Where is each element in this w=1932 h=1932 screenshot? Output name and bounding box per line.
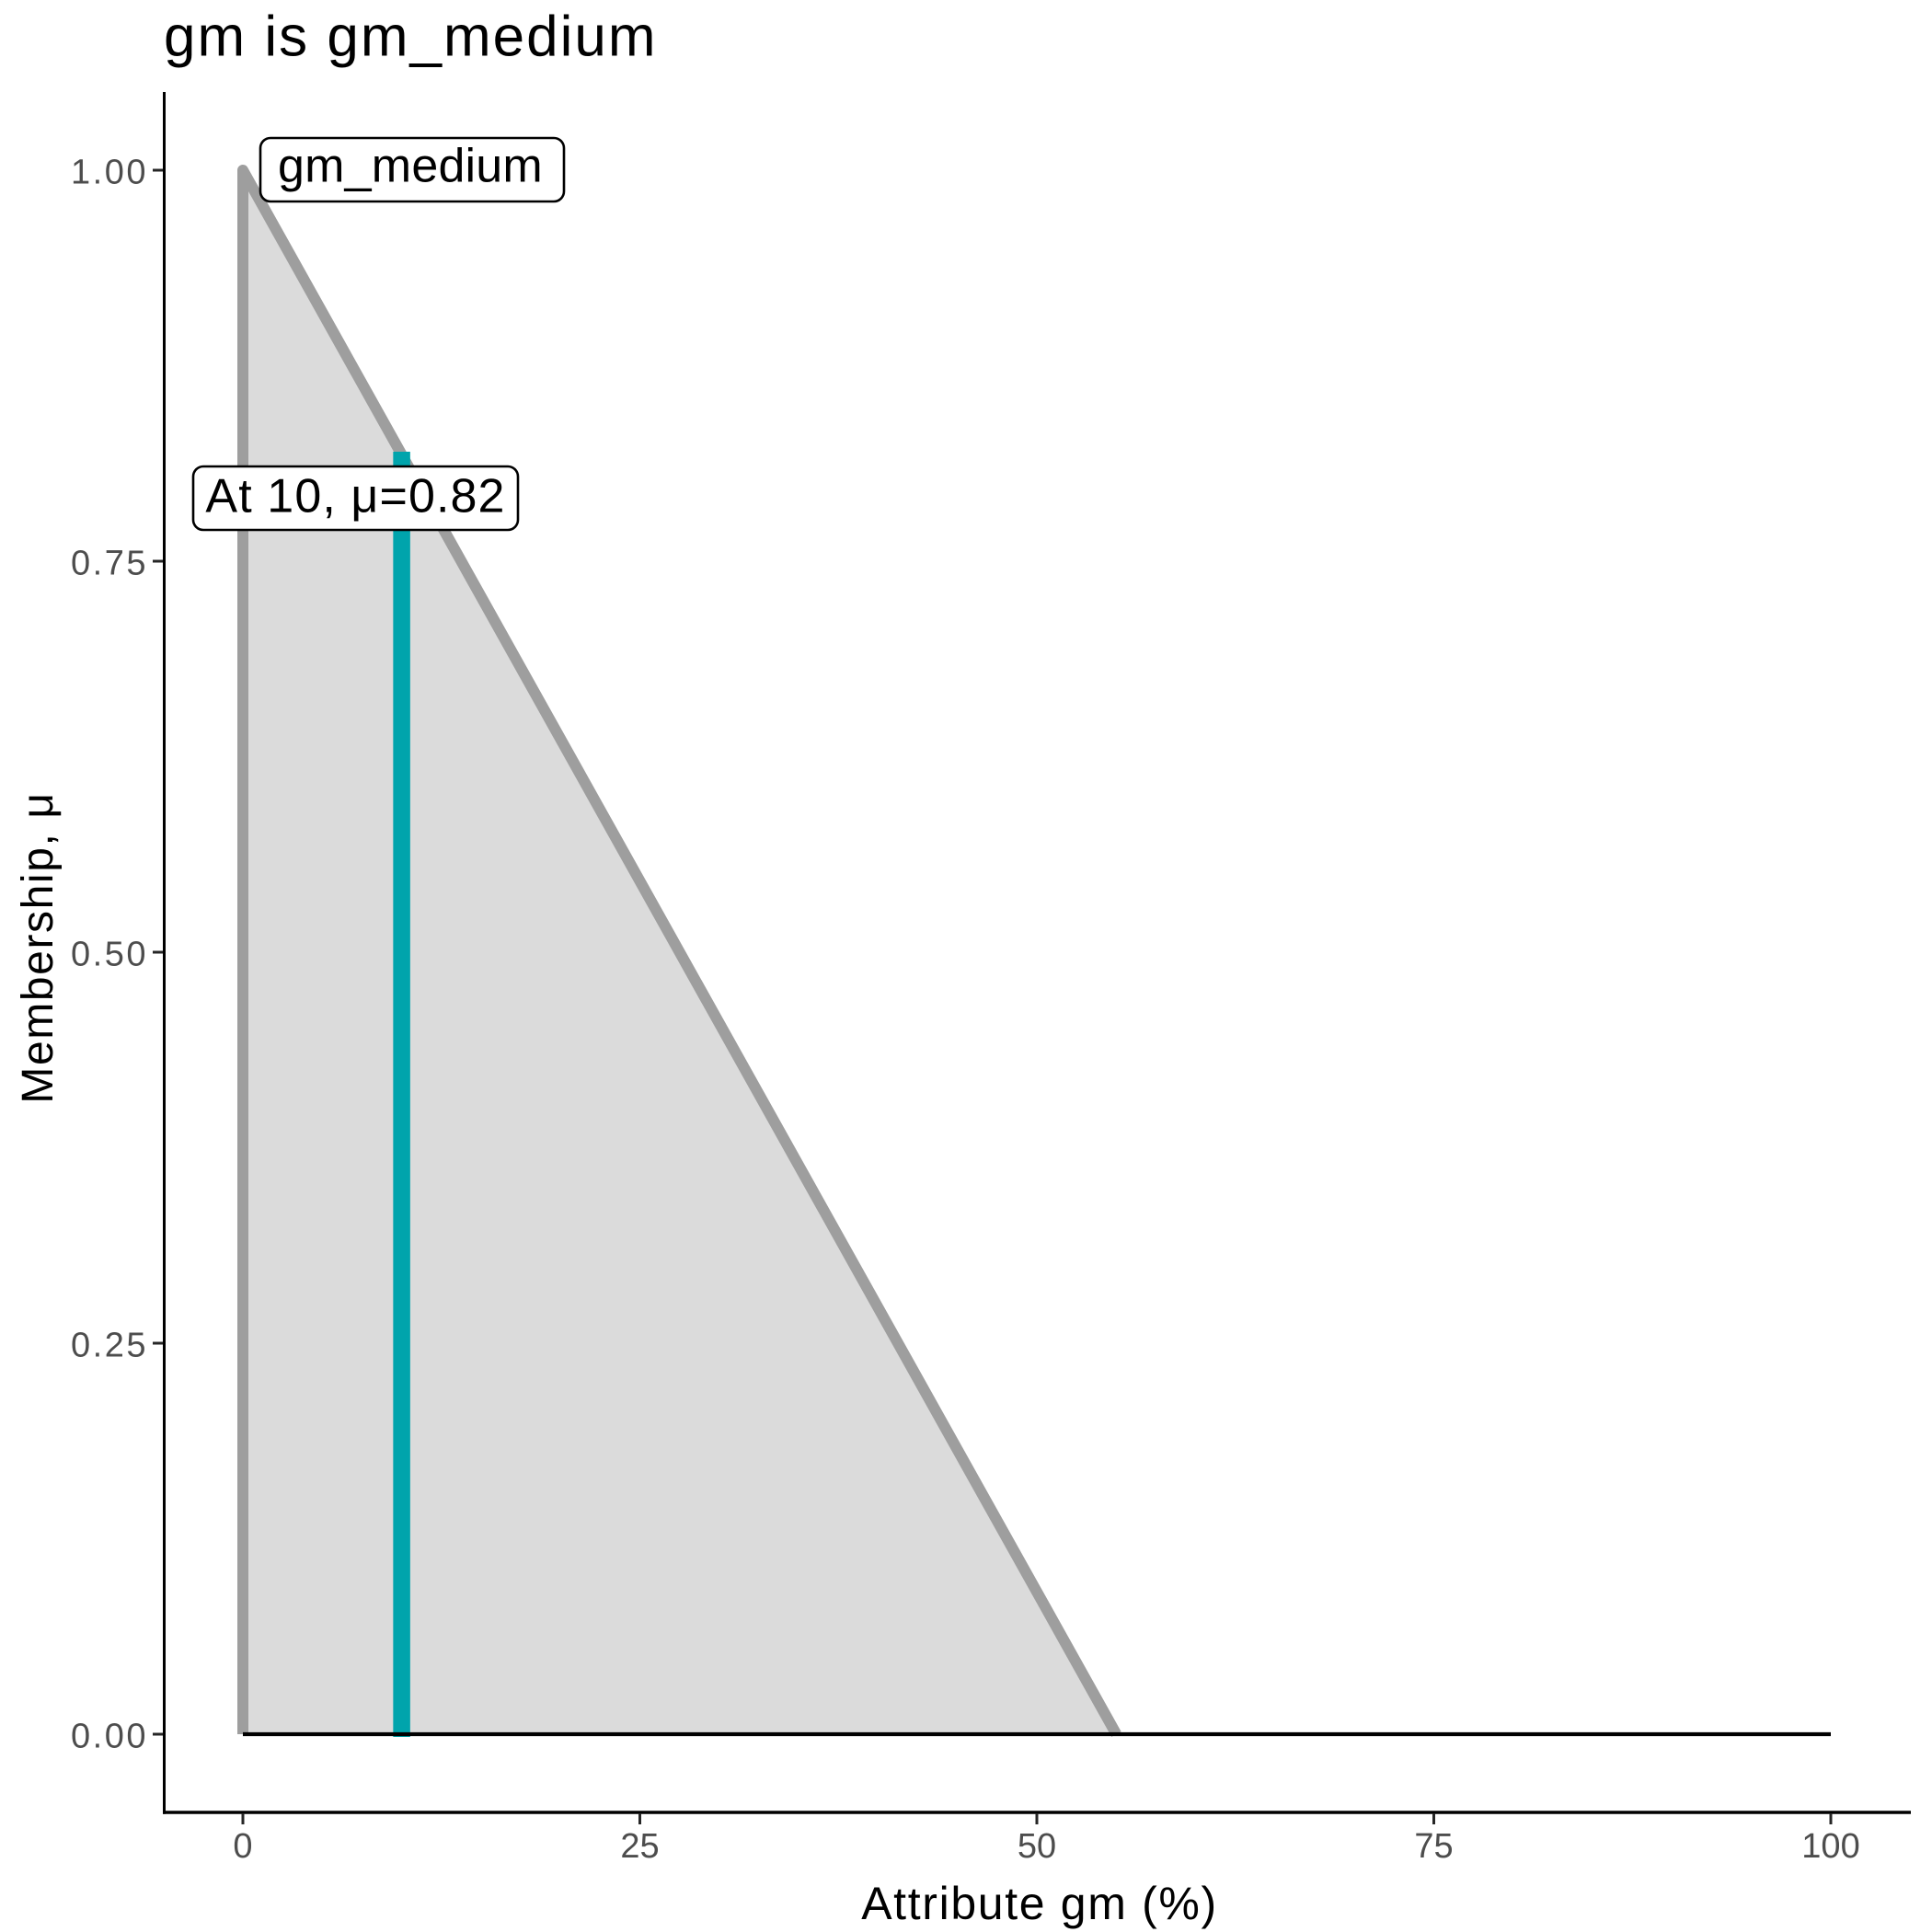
svg-text:gm_medium: gm_medium (278, 140, 543, 193)
svg-text:75: 75 (1414, 1827, 1453, 1866)
svg-text:0.00: 0.00 (71, 1718, 148, 1756)
svg-text:0.50: 0.50 (71, 936, 148, 974)
svg-text:50: 50 (1018, 1827, 1056, 1866)
svg-text:gm is gm_medium: gm is gm_medium (164, 6, 657, 69)
svg-text:0: 0 (233, 1827, 252, 1866)
svg-text:0.25: 0.25 (71, 1327, 148, 1365)
svg-text:Membership, μ: Membership, μ (14, 791, 63, 1103)
svg-text:0.75: 0.75 (71, 545, 148, 583)
svg-text:At 10, μ=0.82: At 10, μ=0.82 (205, 470, 505, 523)
svg-text:1.00: 1.00 (71, 154, 148, 192)
svg-text:25: 25 (620, 1827, 659, 1866)
svg-text:100: 100 (1801, 1827, 1859, 1866)
svg-text:Attribute gm (%): Attribute gm (%) (861, 1878, 1218, 1929)
